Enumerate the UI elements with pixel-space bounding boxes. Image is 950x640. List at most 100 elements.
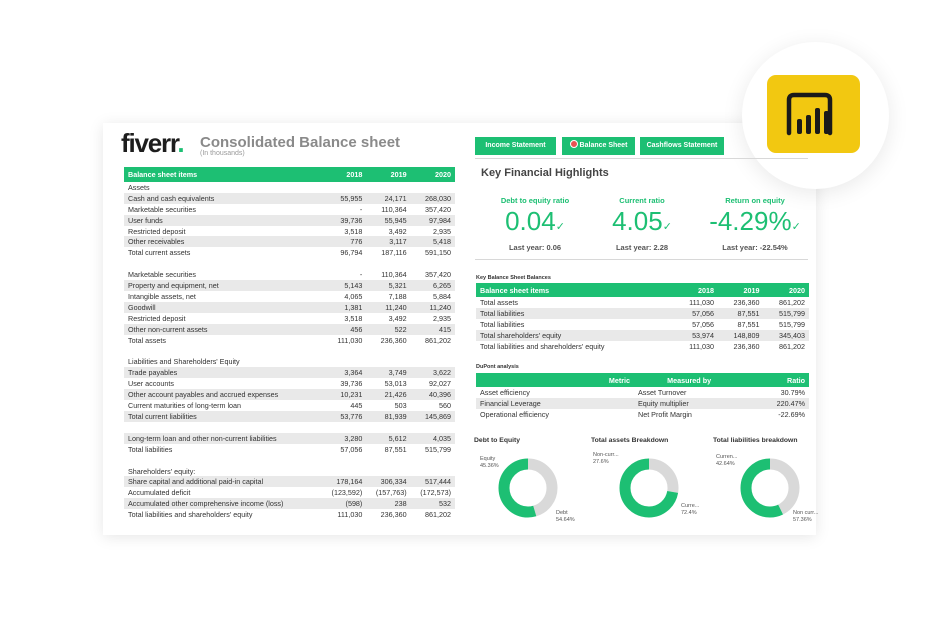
table-cell: 3,622 [410,367,455,379]
table-cell: - [359,204,363,214]
table-cell: 515,799 [763,307,809,319]
tab-cashflows-statement[interactable]: Cashflows Statement [640,137,724,155]
table-row: Accumulated other comprehensive income (… [124,498,455,510]
table-cell: 3,749 [366,367,411,379]
table-row: Marketable securities - 110,364 357,420 [124,269,455,280]
table-row: Operational efficiency Net Profit Margin -… [476,409,809,420]
table-cell: 6,265 [410,280,455,292]
table-cell: Long-term loan and other non-current lia… [124,432,322,444]
table-row: Total current assets 96,794 187,116 591,150 [124,247,455,258]
chart-title: Total assets Breakdown [591,437,669,444]
table-cell [322,258,366,269]
table-cell: 861,202 [779,341,805,351]
table-cell: 57,056 [692,319,715,329]
table-cell: Restricted deposit [128,226,186,236]
table-cell: Restricted deposit [128,313,186,323]
table-cell: Total current assets [128,248,191,258]
tab-balance-sheet[interactable]: Balance Sheet [562,137,635,155]
table-cell: 2,935 [433,226,451,236]
table-row: Other non-current assets 456 522 415 [124,323,455,335]
key-balances-table: Balance sheet items 2018 2019 2020 Total as… [476,283,809,351]
table-cell: 10,231 [322,389,367,401]
table-cell: 3,280 [322,432,367,444]
table-cell: 357,420 [425,270,451,280]
table-cell: (123,592) [331,488,363,498]
table-row: Asset efficiency Asset Turnover 30.79% [476,387,809,398]
table-cell: 87,551 [737,319,760,329]
column-header[interactable]: 2020 [410,167,455,182]
table-row: Total assets 111,030 236,360 861,202 [124,335,455,346]
table-row: Trade payables 3,364 3,749 3,622 [124,367,455,379]
table-cell [322,422,366,433]
table-cell: 187,116 [381,248,407,258]
table-cell: Net Profit Margin [638,409,692,419]
table-cell: 148,809 [718,329,764,341]
table-cell: 5,321 [366,280,411,292]
column-header[interactable]: 2018 [322,167,367,182]
table-cell: 3,492 [388,226,407,236]
table-cell: 220.47% [744,397,809,409]
kpi-return-on-equity: Return on equity -4.29%✓ Last year: -22.… [709,196,801,252]
table-cell: Other non-current assets [124,323,322,335]
divider [475,259,808,260]
donut-label: Curren... 42.64% [716,454,738,467]
table-cell [366,455,410,466]
table-cell: 7,188 [388,291,407,301]
table-cell: 57,056 [340,444,363,454]
table-cell: Other receivables [124,236,322,248]
table-cell: (172,573) [420,488,451,498]
column-header[interactable]: 2018 [674,283,719,297]
table-row: Total shareholders' equity 53,974 148,809 3… [476,329,809,341]
tab-income-statement[interactable]: Income Statement [475,137,556,155]
table-cell [366,466,410,477]
table-cell [366,182,410,193]
table-row: Property and equipment, net 5,143 5,321 6,2… [124,280,455,292]
table-cell: Financial Leverage [476,397,634,409]
column-header[interactable]: 2019 [718,283,764,297]
powerbi-logo-icon [767,75,860,153]
table-cell: 236,360 [733,297,760,307]
check-icon: ✓ [662,221,672,233]
target-icon [569,140,578,148]
table-cell: User accounts [128,379,174,389]
table-cell: Current maturities of long-term loan [128,400,242,410]
table-cell: 24,171 [366,192,411,204]
table-cell: 3,518 [344,226,363,236]
table-cell: 861,202 [425,335,451,345]
table-cell: 503 [394,400,407,410]
table-cell [411,422,455,433]
table-cell: Equity multiplier [634,397,745,409]
table-row: Goodwill 1,381 11,240 11,240 [124,301,455,313]
spacer-row [124,345,455,356]
table-cell: 236,360 [380,510,407,520]
table-cell: Asset Turnover [638,387,687,397]
column-header[interactable]: Balance sheet items [476,283,674,297]
column-header[interactable]: 2019 [366,167,411,182]
column-header[interactable]: Balance sheet items [124,167,322,182]
table-cell: 515,799 [425,444,451,454]
table-cell: -22.69% [778,409,805,419]
column-header[interactable]: 2020 [763,283,809,297]
column-header[interactable]: Ratio [744,373,809,387]
dupont-table: Metric Measured by Ratio Asset efficienc… [476,373,809,420]
table-cell: 111,030 [689,297,715,307]
donut-chart-debt-to-equity [498,458,558,518]
donut-label: Non curr... 57.36% [793,510,819,523]
table-row: Cash and cash equivalents 55,955 24,171 268… [124,192,455,204]
fiverr-logo: fiverr. [121,128,185,158]
table-cell: 560 [439,400,451,410]
table-cell [411,258,455,269]
table-cell: 53,974 [674,329,719,341]
table-cell: 3,518 [344,313,363,323]
table-cell: 178,164 [322,476,367,488]
table-cell: 3,492 [388,313,407,323]
table-cell [411,466,455,477]
table-row: Total liabilities and shareholders' equi… [476,341,809,352]
table-cell: 3,364 [322,367,367,379]
table-row: Total liabilities 57,056 87,551 515,799 [476,307,809,319]
table-cell: 110,364 [381,270,407,280]
table-cell: Total liabilities and shareholders' equi… [480,341,605,351]
column-header[interactable]: Metric [476,373,634,387]
column-header[interactable]: Measured by [634,373,745,387]
table-cell: Liabilities and Shareholders' Equity [128,357,240,367]
